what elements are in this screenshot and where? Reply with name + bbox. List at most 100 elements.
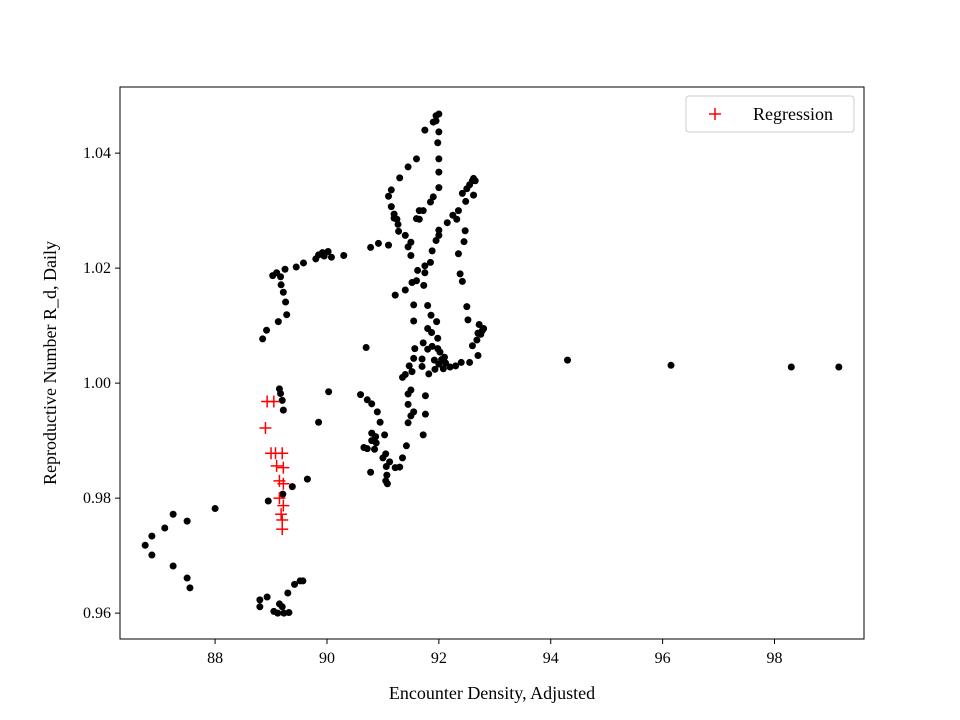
plot-background <box>120 87 864 639</box>
data-point <box>439 365 447 373</box>
data-point <box>288 483 296 491</box>
data-point <box>141 541 149 549</box>
data-point <box>435 168 443 176</box>
data-point <box>183 517 191 525</box>
data-point <box>410 408 418 416</box>
data-point <box>385 192 393 200</box>
data-point <box>363 445 371 453</box>
legend: Regression <box>685 95 855 133</box>
data-point <box>391 291 399 299</box>
data-point <box>281 265 289 273</box>
data-point <box>463 303 471 311</box>
data-point <box>407 251 415 259</box>
data-point <box>362 343 370 351</box>
data-point <box>468 342 476 350</box>
data-point <box>452 362 460 370</box>
regression-point <box>270 459 283 472</box>
y-tick-label: 0.96 <box>83 605 111 622</box>
legend-label-regression: Regression <box>753 104 833 124</box>
data-point <box>421 392 429 400</box>
data-point <box>363 396 371 404</box>
x-axis-label: Encounter Density, Adjusted <box>389 683 595 703</box>
data-point <box>259 335 267 343</box>
data-point <box>461 227 469 235</box>
data-point <box>277 281 285 289</box>
data-point <box>419 207 427 215</box>
data-point <box>428 329 436 337</box>
data-point <box>420 281 428 289</box>
data-point <box>279 288 287 296</box>
data-point <box>325 388 333 396</box>
data-point <box>436 348 444 356</box>
data-point <box>407 238 415 246</box>
regression-point <box>276 523 289 536</box>
data-point <box>564 356 572 364</box>
data-point <box>421 262 429 270</box>
regression-point <box>276 447 289 460</box>
data-point <box>374 239 382 247</box>
data-point <box>371 445 379 453</box>
data-point <box>404 419 412 427</box>
data-point <box>427 311 435 319</box>
data-point <box>473 336 481 344</box>
legend-box <box>685 95 855 133</box>
data-point <box>435 231 443 239</box>
data-point <box>383 480 391 488</box>
data-point <box>263 593 271 601</box>
data-point <box>285 609 293 617</box>
y-tick-label: 0.98 <box>83 490 111 507</box>
data-point <box>430 356 438 364</box>
data-point <box>320 252 328 260</box>
data-point <box>421 269 429 277</box>
data-point <box>398 454 406 462</box>
data-point <box>431 365 439 373</box>
data-point <box>405 362 413 370</box>
y-axis-label: Reproductive Number R_d, Daily <box>40 241 60 485</box>
x-tick-label: 94 <box>543 650 559 667</box>
data-point <box>283 311 291 319</box>
data-point <box>480 325 488 332</box>
regression-point <box>259 421 272 434</box>
data-point <box>381 431 389 439</box>
data-point <box>404 163 412 171</box>
data-point <box>474 352 482 360</box>
data-point <box>787 363 795 371</box>
data-point <box>303 475 311 483</box>
regression-point <box>277 461 290 474</box>
data-point <box>414 266 422 274</box>
data-point <box>282 298 290 306</box>
data-point <box>279 406 287 414</box>
data-point <box>443 219 451 227</box>
data-point <box>419 431 427 439</box>
data-point <box>440 353 448 361</box>
data-point <box>385 241 393 249</box>
data-point <box>460 238 468 246</box>
data-point <box>454 207 462 215</box>
data-point <box>835 363 843 371</box>
data-point <box>415 215 423 223</box>
data-point <box>446 363 454 371</box>
data-point <box>435 128 443 136</box>
data-point <box>432 117 440 125</box>
data-point <box>315 418 323 426</box>
regression-point <box>275 508 288 521</box>
data-point <box>383 471 391 479</box>
data-point <box>435 110 443 118</box>
data-point <box>387 203 395 211</box>
data-point <box>324 247 332 255</box>
data-point <box>264 497 272 505</box>
data-point <box>277 273 285 281</box>
regression-point <box>277 477 290 490</box>
data-point <box>410 317 418 325</box>
data-point <box>418 362 426 370</box>
data-point <box>148 532 156 540</box>
data-points <box>141 110 843 617</box>
x-tick-label: 92 <box>431 650 447 667</box>
data-point <box>211 504 219 512</box>
data-point <box>274 318 282 326</box>
data-point <box>372 439 380 447</box>
y-tick-label: 1.02 <box>83 260 111 277</box>
data-point <box>367 243 375 251</box>
data-point <box>453 215 461 223</box>
